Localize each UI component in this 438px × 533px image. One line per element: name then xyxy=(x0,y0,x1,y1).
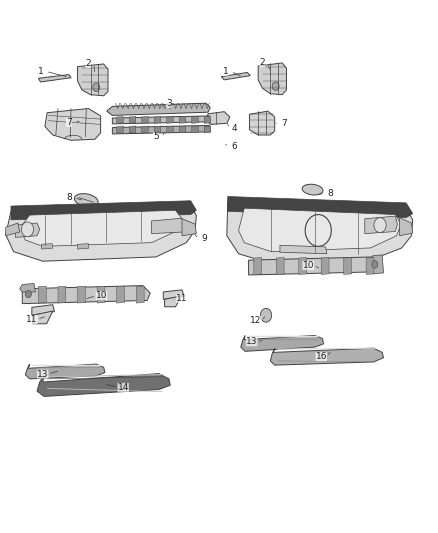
Text: 13: 13 xyxy=(37,369,49,378)
Polygon shape xyxy=(136,286,144,303)
Polygon shape xyxy=(20,284,35,292)
Polygon shape xyxy=(117,116,123,123)
Polygon shape xyxy=(204,126,211,133)
Circle shape xyxy=(260,309,272,322)
Polygon shape xyxy=(117,286,124,303)
Text: 10: 10 xyxy=(96,291,107,300)
Circle shape xyxy=(272,82,279,91)
Text: 7: 7 xyxy=(281,119,287,128)
Polygon shape xyxy=(25,364,105,379)
Text: 11: 11 xyxy=(26,315,38,324)
Text: 10: 10 xyxy=(303,261,314,270)
Circle shape xyxy=(25,290,32,298)
Polygon shape xyxy=(192,116,198,123)
Polygon shape xyxy=(258,63,286,95)
Polygon shape xyxy=(97,286,105,303)
Polygon shape xyxy=(37,374,170,397)
Text: 8: 8 xyxy=(66,193,72,202)
Polygon shape xyxy=(206,112,230,124)
Polygon shape xyxy=(299,257,307,274)
Text: 13: 13 xyxy=(246,337,258,346)
Polygon shape xyxy=(113,116,210,124)
Circle shape xyxy=(93,83,100,92)
Polygon shape xyxy=(167,126,173,133)
Polygon shape xyxy=(167,116,173,123)
Polygon shape xyxy=(221,72,251,80)
Polygon shape xyxy=(15,223,40,237)
Polygon shape xyxy=(344,257,351,274)
Polygon shape xyxy=(78,286,85,303)
Polygon shape xyxy=(20,211,182,246)
Polygon shape xyxy=(372,255,384,274)
Polygon shape xyxy=(58,286,66,303)
Text: 16: 16 xyxy=(315,352,327,361)
Ellipse shape xyxy=(302,184,323,195)
Text: 12: 12 xyxy=(250,316,261,325)
Circle shape xyxy=(372,261,378,268)
Text: 5: 5 xyxy=(153,132,159,141)
Circle shape xyxy=(21,222,34,237)
Polygon shape xyxy=(152,218,184,233)
Polygon shape xyxy=(42,244,52,249)
Polygon shape xyxy=(129,126,136,133)
Text: 4: 4 xyxy=(231,124,237,133)
Polygon shape xyxy=(154,116,161,123)
Polygon shape xyxy=(33,311,53,324)
Polygon shape xyxy=(39,75,71,82)
Polygon shape xyxy=(192,126,198,133)
Text: 2: 2 xyxy=(260,59,265,67)
Polygon shape xyxy=(45,109,101,140)
Polygon shape xyxy=(6,223,20,236)
Polygon shape xyxy=(142,126,148,133)
Polygon shape xyxy=(249,257,380,275)
Polygon shape xyxy=(107,103,210,115)
Polygon shape xyxy=(276,257,284,274)
Text: 7: 7 xyxy=(66,118,72,127)
Polygon shape xyxy=(280,245,327,254)
Text: 14: 14 xyxy=(117,383,129,392)
Text: 11: 11 xyxy=(176,294,188,303)
Polygon shape xyxy=(129,116,136,123)
Polygon shape xyxy=(365,216,397,233)
Polygon shape xyxy=(78,64,108,96)
Polygon shape xyxy=(182,219,196,236)
Polygon shape xyxy=(22,286,150,304)
Polygon shape xyxy=(6,206,196,261)
Polygon shape xyxy=(11,201,196,220)
Text: 9: 9 xyxy=(201,235,207,244)
Polygon shape xyxy=(39,286,46,303)
Polygon shape xyxy=(32,305,54,316)
Polygon shape xyxy=(227,202,413,263)
Polygon shape xyxy=(204,116,211,123)
Polygon shape xyxy=(399,217,413,236)
Text: 6: 6 xyxy=(231,142,237,151)
Polygon shape xyxy=(241,335,323,351)
Polygon shape xyxy=(163,290,184,300)
Text: 1: 1 xyxy=(38,67,43,76)
Polygon shape xyxy=(142,116,148,123)
Polygon shape xyxy=(165,296,182,307)
Polygon shape xyxy=(366,257,374,274)
Text: 8: 8 xyxy=(327,189,333,198)
Text: 3: 3 xyxy=(166,99,172,108)
Polygon shape xyxy=(254,257,261,274)
Polygon shape xyxy=(154,126,161,133)
Polygon shape xyxy=(321,257,329,274)
Polygon shape xyxy=(113,125,210,134)
Circle shape xyxy=(374,217,386,232)
Polygon shape xyxy=(179,116,186,123)
Text: 1: 1 xyxy=(223,67,228,76)
Text: 2: 2 xyxy=(85,59,91,68)
Polygon shape xyxy=(179,126,186,133)
Polygon shape xyxy=(270,348,384,365)
Ellipse shape xyxy=(74,193,98,207)
Polygon shape xyxy=(250,111,275,135)
Polygon shape xyxy=(117,126,123,133)
Polygon shape xyxy=(239,208,401,252)
Polygon shape xyxy=(228,197,413,217)
Polygon shape xyxy=(78,244,88,249)
